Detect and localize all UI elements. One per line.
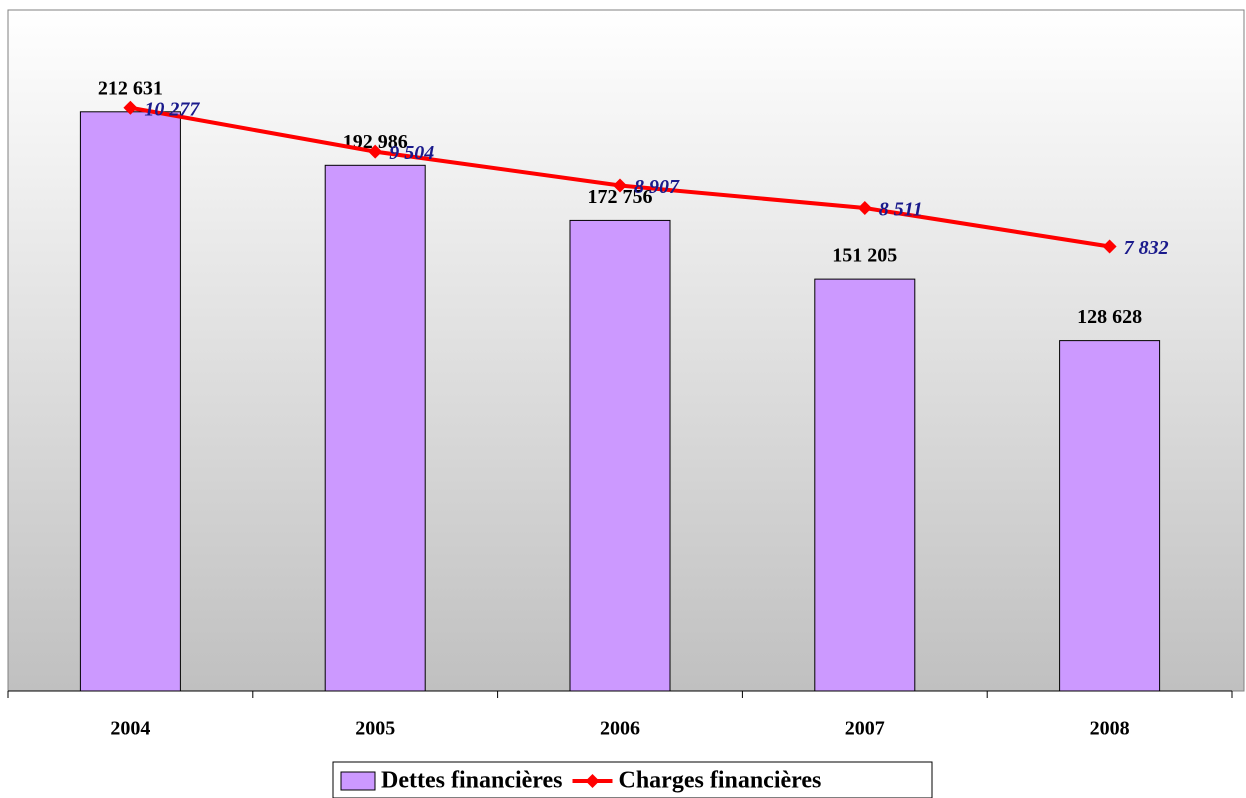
line-value-label: 7 832 — [1124, 237, 1169, 259]
line-value-label: 10 277 — [144, 98, 200, 120]
x-tick-label: 2005 — [355, 718, 395, 740]
bar-value-label: 128 628 — [1077, 306, 1142, 328]
legend-label: Charges financières — [619, 768, 822, 794]
marker — [123, 100, 138, 115]
bar — [324, 164, 426, 692]
bar-value-label: 212 631 — [98, 77, 163, 99]
marker — [1102, 239, 1117, 254]
bar-value-label: 172 756 — [588, 186, 653, 208]
line-value-label: 9 504 — [389, 142, 434, 164]
bar — [79, 111, 181, 692]
line-value-label: 8 511 — [879, 199, 923, 221]
line-value-label: 8 907 — [634, 176, 680, 198]
x-tick-label: 2008 — [1090, 718, 1130, 740]
legend-swatch — [340, 771, 376, 791]
bar — [1059, 340, 1161, 692]
marker — [613, 178, 627, 193]
legend-label: Dettes financières — [381, 768, 563, 794]
bar-value-label: 151 205 — [832, 245, 897, 267]
x-tick-label: 2007 — [845, 718, 885, 740]
marker — [857, 201, 872, 216]
bar — [569, 219, 671, 692]
legend-marker — [585, 774, 600, 788]
legend-box — [332, 761, 933, 798]
x-tick-label: 2004 — [110, 718, 150, 740]
bar — [814, 278, 916, 692]
marker — [368, 144, 383, 159]
x-tick-label: 2006 — [600, 718, 640, 740]
